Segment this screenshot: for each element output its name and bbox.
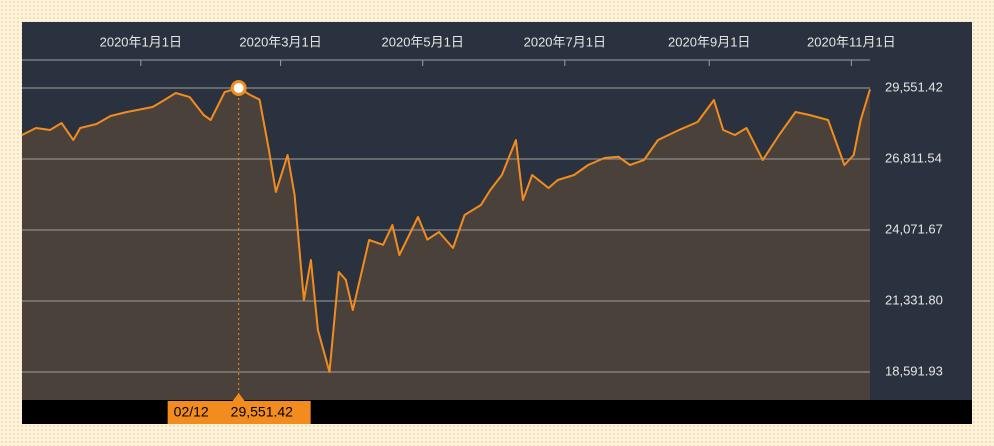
y-tick-label: 29,551.42 xyxy=(885,79,943,94)
tooltip-pointer xyxy=(232,393,245,401)
x-tick-label: 2020年5月1日 xyxy=(382,34,464,49)
tooltip-value: 29,551.42 xyxy=(231,404,293,420)
highlight-point xyxy=(230,80,247,97)
footer-bar xyxy=(22,400,972,424)
tooltip-box xyxy=(167,401,311,424)
x-tick-label: 2020年11月1日 xyxy=(807,34,896,49)
x-tick-label: 2020年7月1日 xyxy=(524,34,606,49)
x-tick-label: 2020年3月1日 xyxy=(239,34,321,49)
y-tick-label: 18,591.93 xyxy=(885,363,943,378)
x-tick-label: 2020年1月1日 xyxy=(100,34,182,49)
y-tick-label: 21,331.80 xyxy=(885,292,943,307)
area-fill xyxy=(22,88,870,400)
x-tick-label: 2020年9月1日 xyxy=(668,34,750,49)
tooltip-date: 02/12 xyxy=(174,404,209,420)
y-tick-label: 26,811.54 xyxy=(885,150,942,165)
series-line xyxy=(21,87,871,373)
y-tick-label: 24,071.67 xyxy=(885,221,943,236)
